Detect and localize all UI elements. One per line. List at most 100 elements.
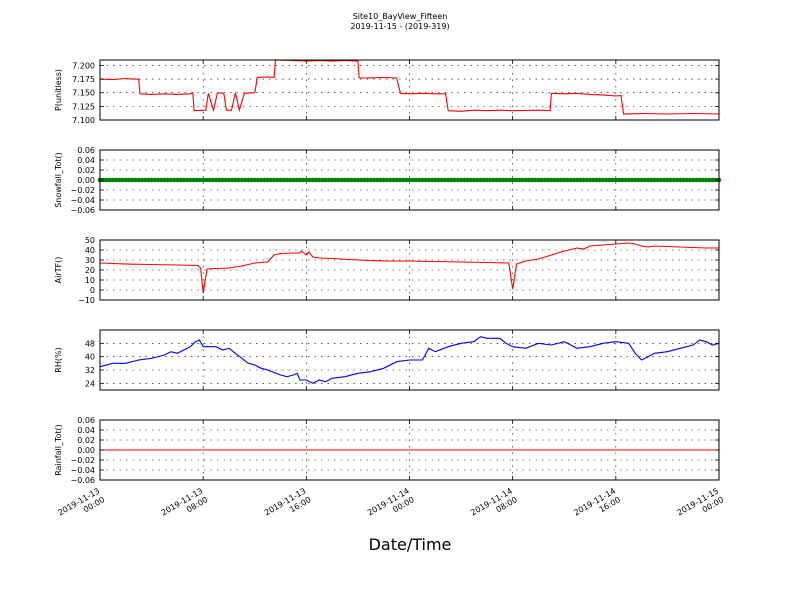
- scatter-point: [375, 177, 380, 183]
- scatter-point: [700, 177, 706, 183]
- scatter-point: [520, 177, 525, 183]
- scatter-point: [365, 177, 370, 183]
- scatter-point: [600, 177, 606, 183]
- scatter-point: [436, 177, 441, 183]
- scatter-point: [207, 177, 212, 183]
- scatter-point: [133, 177, 138, 183]
- y-tick-label: −0.04: [70, 196, 95, 205]
- scatter-point: [594, 177, 599, 183]
- scatter-point: [452, 177, 457, 183]
- scatter-point: [439, 177, 445, 183]
- scatter-point: [610, 177, 615, 183]
- scatter-point: [362, 177, 367, 183]
- scatter-point: [591, 177, 596, 183]
- chart-title: Site10_BayView_Fifteen: [353, 12, 448, 21]
- scatter-point: [449, 177, 454, 183]
- scatter-point: [445, 177, 451, 183]
- y-axis-label: RH(%): [54, 347, 63, 372]
- scatter-point: [387, 177, 393, 183]
- scatter-point: [113, 177, 119, 183]
- scatter-point: [584, 177, 590, 183]
- y-tick-label: 0.00: [77, 176, 95, 185]
- scatter-point: [149, 177, 154, 183]
- scatter-point: [378, 177, 383, 183]
- scatter-point: [487, 177, 493, 183]
- scatter-point: [661, 177, 667, 183]
- scatter-point: [549, 177, 554, 183]
- scatter-point: [455, 177, 461, 183]
- scatter-point: [442, 177, 448, 183]
- scatter-point: [474, 177, 480, 183]
- scatter-point: [255, 177, 261, 183]
- scatter-point: [371, 177, 377, 183]
- scatter-point: [462, 177, 467, 183]
- scatter-point: [526, 177, 532, 183]
- scatter-point: [110, 177, 116, 183]
- y-tick-label: 7.175: [72, 75, 95, 84]
- scatter-point: [632, 177, 638, 183]
- scatter-point: [620, 177, 625, 183]
- scatter-point: [162, 177, 167, 183]
- y-tick-label: 48: [85, 339, 95, 348]
- scatter-point: [668, 177, 673, 183]
- scatter-point: [352, 177, 358, 183]
- scatter-point: [484, 177, 490, 183]
- panel-2: −0.06−0.04−0.020.000.020.040.06 Snowfall_…: [54, 146, 722, 215]
- scatter-point: [104, 177, 109, 183]
- scatter-point: [210, 177, 216, 183]
- scatter-point: [545, 177, 551, 183]
- scatter-point: [684, 177, 690, 183]
- y-tick-label: −0.06: [70, 206, 95, 215]
- scatter-point: [333, 177, 338, 183]
- y-axis-label: P(unitless): [54, 69, 63, 111]
- scatter-point: [316, 177, 322, 183]
- scatter-point: [178, 177, 183, 183]
- scatter-point: [639, 177, 644, 183]
- scatter-point: [568, 177, 573, 183]
- scatter-point: [120, 177, 125, 183]
- scatter-point: [155, 177, 161, 183]
- y-tick-label: 24: [85, 379, 95, 388]
- scatter-point: [159, 177, 164, 183]
- y-tick-label: 7.125: [72, 102, 95, 111]
- scatter-point: [242, 177, 248, 183]
- scatter-point: [384, 177, 390, 183]
- scatter-point: [142, 177, 148, 183]
- scatter-point: [213, 177, 219, 183]
- scatter-point: [175, 177, 180, 183]
- scatter-point: [258, 177, 264, 183]
- scatter-point: [284, 177, 290, 183]
- scatter-point: [220, 177, 225, 183]
- scatter-point: [339, 177, 345, 183]
- scatter-point: [558, 177, 564, 183]
- y-axis-label: Rainfall_Tot(): [54, 424, 63, 476]
- scatter-point: [281, 177, 287, 183]
- scatter-point: [126, 177, 132, 183]
- scatter-point: [146, 177, 151, 183]
- scatter-point: [710, 177, 715, 183]
- scatter-point: [420, 177, 425, 183]
- scatter-point: [497, 177, 503, 183]
- series-line-4: [99, 336, 720, 384]
- y-tick-label: 40: [85, 246, 95, 255]
- scatter-point: [429, 177, 435, 183]
- scatter-point: [571, 177, 577, 183]
- scatter-point: [681, 177, 686, 183]
- scatter-point: [703, 177, 709, 183]
- y-axis-label: Snowfall_Tot(): [54, 152, 63, 208]
- y-tick-label: −0.02: [70, 456, 95, 465]
- scatter-point: [410, 177, 416, 183]
- scatter-point: [329, 177, 335, 183]
- scatter-point: [204, 177, 209, 183]
- scatter-point: [233, 177, 238, 183]
- scatter-point: [597, 177, 602, 183]
- scatter-point: [300, 177, 306, 183]
- scatter-point: [658, 177, 664, 183]
- scatter-point: [223, 177, 228, 183]
- scatter-point: [226, 177, 232, 183]
- scatter-point: [697, 177, 702, 183]
- scatter-point: [400, 177, 406, 183]
- scatter-point: [171, 177, 177, 183]
